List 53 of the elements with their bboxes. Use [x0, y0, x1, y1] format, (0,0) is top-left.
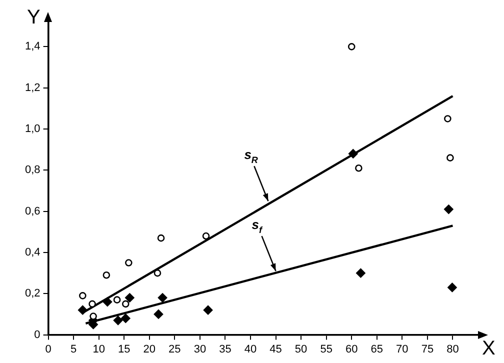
x-tick-label: 0 — [45, 343, 52, 356]
y-tick-label: 0,8 — [24, 164, 40, 176]
point — [120, 314, 130, 323]
x-tick-label: 55 — [320, 343, 332, 356]
point — [113, 296, 121, 304]
point — [158, 293, 168, 302]
x-tick-label: 60 — [345, 343, 358, 356]
y-tick-label: 1,2 — [24, 82, 40, 94]
point — [444, 115, 452, 122]
x-tick-label: 45 — [270, 343, 282, 356]
x-tick-label: 40 — [244, 343, 257, 356]
point — [154, 269, 162, 277]
x-tick-label: 50 — [294, 343, 308, 356]
point — [157, 234, 165, 242]
x-tick-label: 10 — [92, 343, 105, 356]
y-tick-label: 0,4 — [24, 246, 40, 259]
point — [355, 164, 362, 172]
x-tick-label: 30 — [194, 343, 206, 356]
point — [102, 271, 110, 279]
point — [202, 232, 210, 240]
y-tick-label: 0,6 — [24, 205, 40, 218]
y-tick-label: 1,0 — [24, 123, 40, 136]
x-tick-label: 65 — [370, 343, 384, 356]
x-tick-label: 35 — [219, 343, 232, 356]
x-axis-title: X — [482, 337, 496, 360]
point — [102, 297, 112, 307]
x-tick-label: 80 — [446, 343, 459, 356]
point — [444, 204, 454, 214]
point — [348, 149, 358, 158]
point — [154, 310, 164, 319]
point — [125, 293, 134, 302]
point — [446, 154, 454, 162]
x-tick-label: 5 — [70, 343, 77, 356]
x-tick-label: 25 — [168, 343, 181, 356]
x-tick-label: 15 — [118, 343, 130, 356]
x-tick-label: 70 — [396, 343, 408, 356]
point — [113, 316, 123, 326]
point — [348, 43, 356, 50]
y-axis-title: Y — [26, 6, 40, 29]
y-tick-label: 0,2 — [24, 288, 40, 300]
y-tick-label: 0 — [34, 328, 40, 341]
point — [88, 300, 96, 308]
point — [78, 305, 88, 315]
point — [448, 282, 457, 292]
point — [90, 312, 97, 320]
x-tick-label: 20 — [143, 343, 156, 356]
point — [356, 268, 366, 278]
y-tick-label: 1,4 — [24, 40, 40, 53]
x-tick-label: 75 — [421, 343, 434, 356]
point — [79, 292, 86, 300]
point — [125, 259, 132, 266]
point — [122, 300, 130, 308]
point — [203, 305, 213, 315]
